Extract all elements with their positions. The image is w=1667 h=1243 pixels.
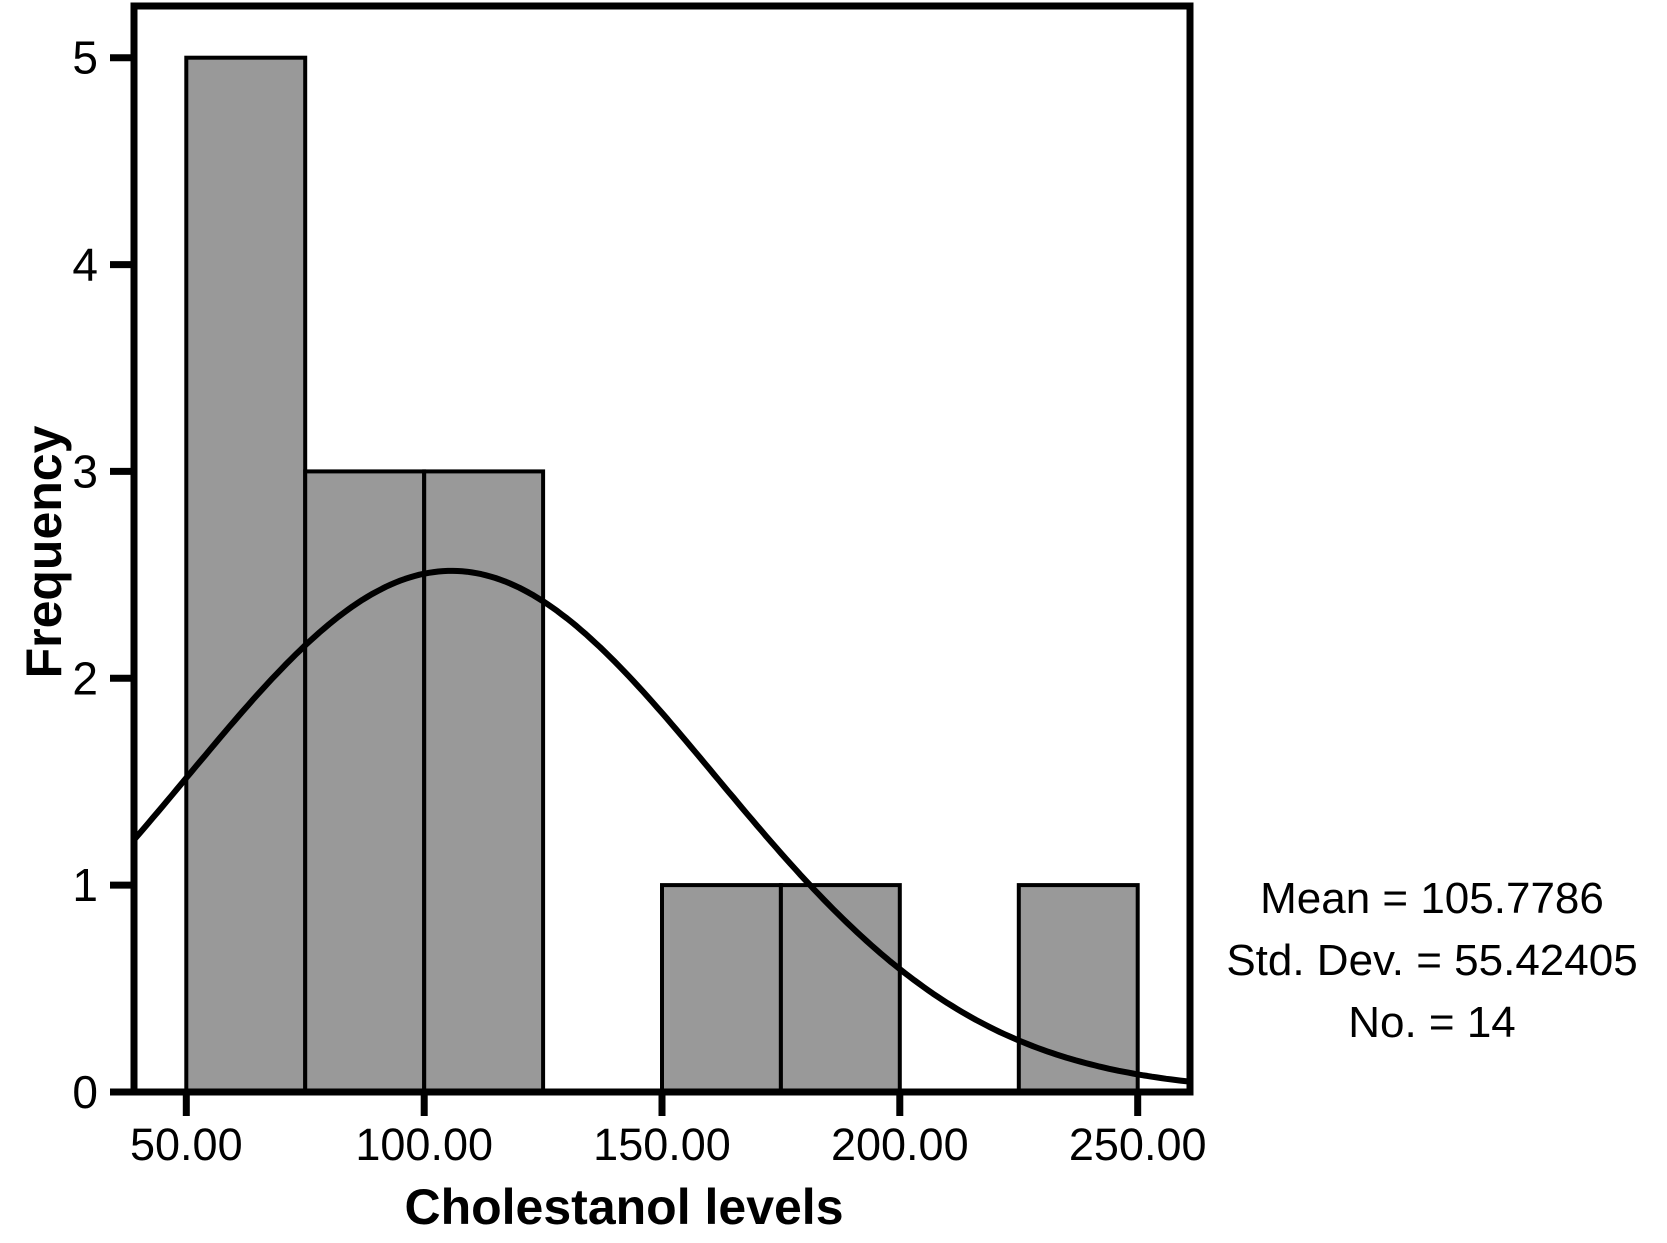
x-tick-label: 50.00: [130, 1119, 243, 1170]
stats-mean: Mean = 105.7786: [1260, 874, 1604, 923]
histogram-bar: [660, 883, 783, 1094]
histogram-bar: [184, 55, 308, 1095]
y-tick-label: 0: [72, 1066, 98, 1118]
normal-curve: [131, 567, 1193, 1085]
y-tick-label: 1: [72, 859, 98, 911]
y-axis-title: Frequency: [16, 425, 72, 679]
x-tick-label: 100.00: [355, 1119, 493, 1170]
stats-count: No. = 14: [1348, 998, 1516, 1047]
x-tick-label: 150.00: [593, 1119, 731, 1170]
y-tick-label: 5: [72, 32, 98, 84]
y-tick-label: 4: [72, 239, 98, 291]
stats-annotation: Mean = 105.7786 Std. Dev. = 55.42405 No.…: [1198, 868, 1666, 1054]
histogram-bar: [422, 469, 546, 1094]
x-tick-label: 200.00: [831, 1119, 969, 1170]
stats-stddev: Std. Dev. = 55.42405: [1226, 936, 1638, 985]
y-tick-label: 3: [72, 445, 98, 497]
x-axis-title: Cholestanol levels: [404, 1179, 844, 1235]
x-tick-label: 250.00: [1069, 1119, 1207, 1170]
histogram-bar: [1016, 883, 1140, 1094]
histogram-bar: [303, 469, 427, 1094]
y-tick-label: 2: [72, 652, 98, 704]
